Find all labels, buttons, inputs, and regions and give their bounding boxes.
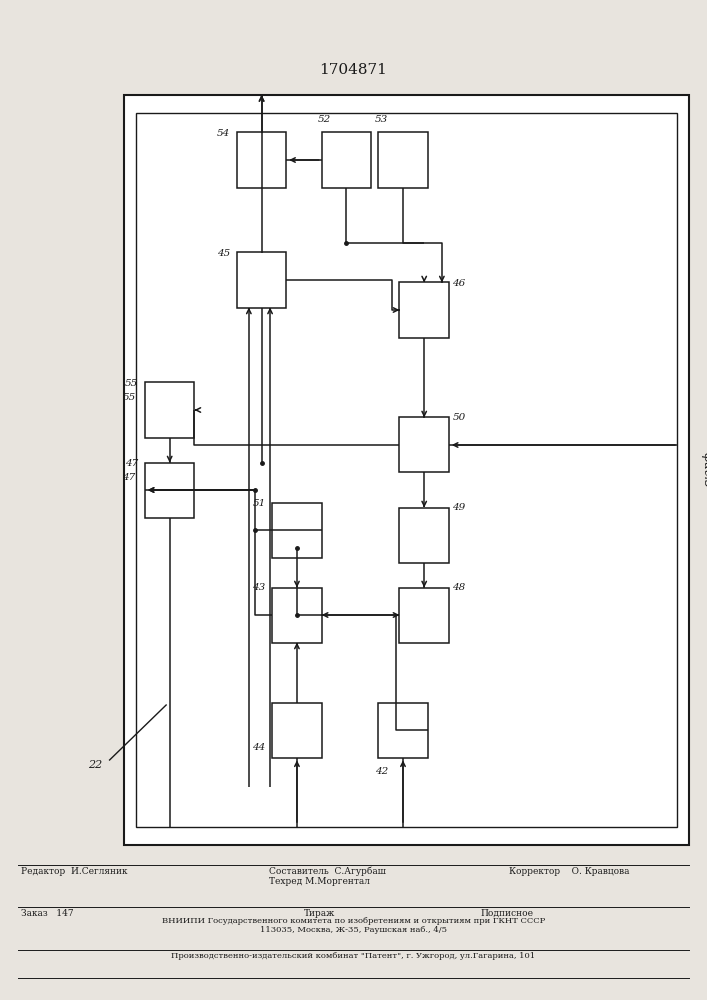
Bar	[378, 702, 428, 758]
Text: 47: 47	[122, 473, 136, 482]
Bar	[272, 503, 322, 558]
Text: 55: 55	[122, 393, 136, 402]
Bar	[145, 382, 194, 438]
Bar	[322, 132, 371, 188]
Bar	[272, 587, 322, 643]
Text: 44: 44	[252, 744, 266, 752]
Bar	[399, 587, 449, 643]
Text: Тираж: Тираж	[304, 909, 335, 918]
Bar	[136, 113, 677, 827]
Text: Редактор  И.Сегляник: Редактор И.Сегляник	[21, 867, 128, 876]
Bar	[145, 462, 194, 518]
Text: 113035, Москва, Ж-35, Раушская наб., 4/5: 113035, Москва, Ж-35, Раушская наб., 4/5	[260, 926, 447, 934]
Text: 49: 49	[452, 503, 466, 512]
Text: Техред М.Моргентал: Техред М.Моргентал	[269, 877, 370, 886]
Text: 50: 50	[452, 414, 466, 422]
Text: 43: 43	[252, 583, 266, 592]
Text: ВНИИПИ Государственного комитета по изобретениям и открытиям при ГКНТ СССР: ВНИИПИ Государственного комитета по изоб…	[162, 917, 545, 925]
Bar	[378, 132, 428, 188]
Bar	[237, 132, 286, 188]
Text: 51: 51	[252, 498, 266, 508]
Text: Подписное: Подписное	[481, 909, 534, 918]
Text: 45: 45	[217, 249, 230, 258]
Text: фиг.3: фиг.3	[701, 452, 707, 488]
Text: 46: 46	[452, 279, 466, 288]
Text: Заказ   147: Заказ 147	[21, 909, 74, 918]
Text: Производственно-издательский комбинат "Патент", г. Ужгород, ул.Гагарина, 101: Производственно-издательский комбинат "П…	[171, 952, 536, 960]
Text: 42: 42	[375, 766, 388, 776]
Text: 48: 48	[452, 583, 466, 592]
Text: 53: 53	[375, 115, 388, 124]
Text: 47: 47	[125, 458, 139, 468]
Bar	[272, 702, 322, 758]
Text: 55: 55	[125, 379, 139, 388]
Bar	[124, 95, 689, 845]
Bar	[399, 417, 449, 472]
Bar	[237, 252, 286, 308]
Bar	[399, 282, 449, 338]
Bar	[399, 508, 449, 562]
Text: Корректор    О. Кравцова: Корректор О. Кравцова	[509, 867, 629, 876]
Text: 1704871: 1704871	[320, 63, 387, 77]
Text: 22: 22	[88, 760, 103, 770]
Text: 54: 54	[217, 129, 230, 138]
Text: Составитель  С.Агурбаш: Составитель С.Агурбаш	[269, 867, 385, 876]
Text: 52: 52	[318, 115, 332, 124]
